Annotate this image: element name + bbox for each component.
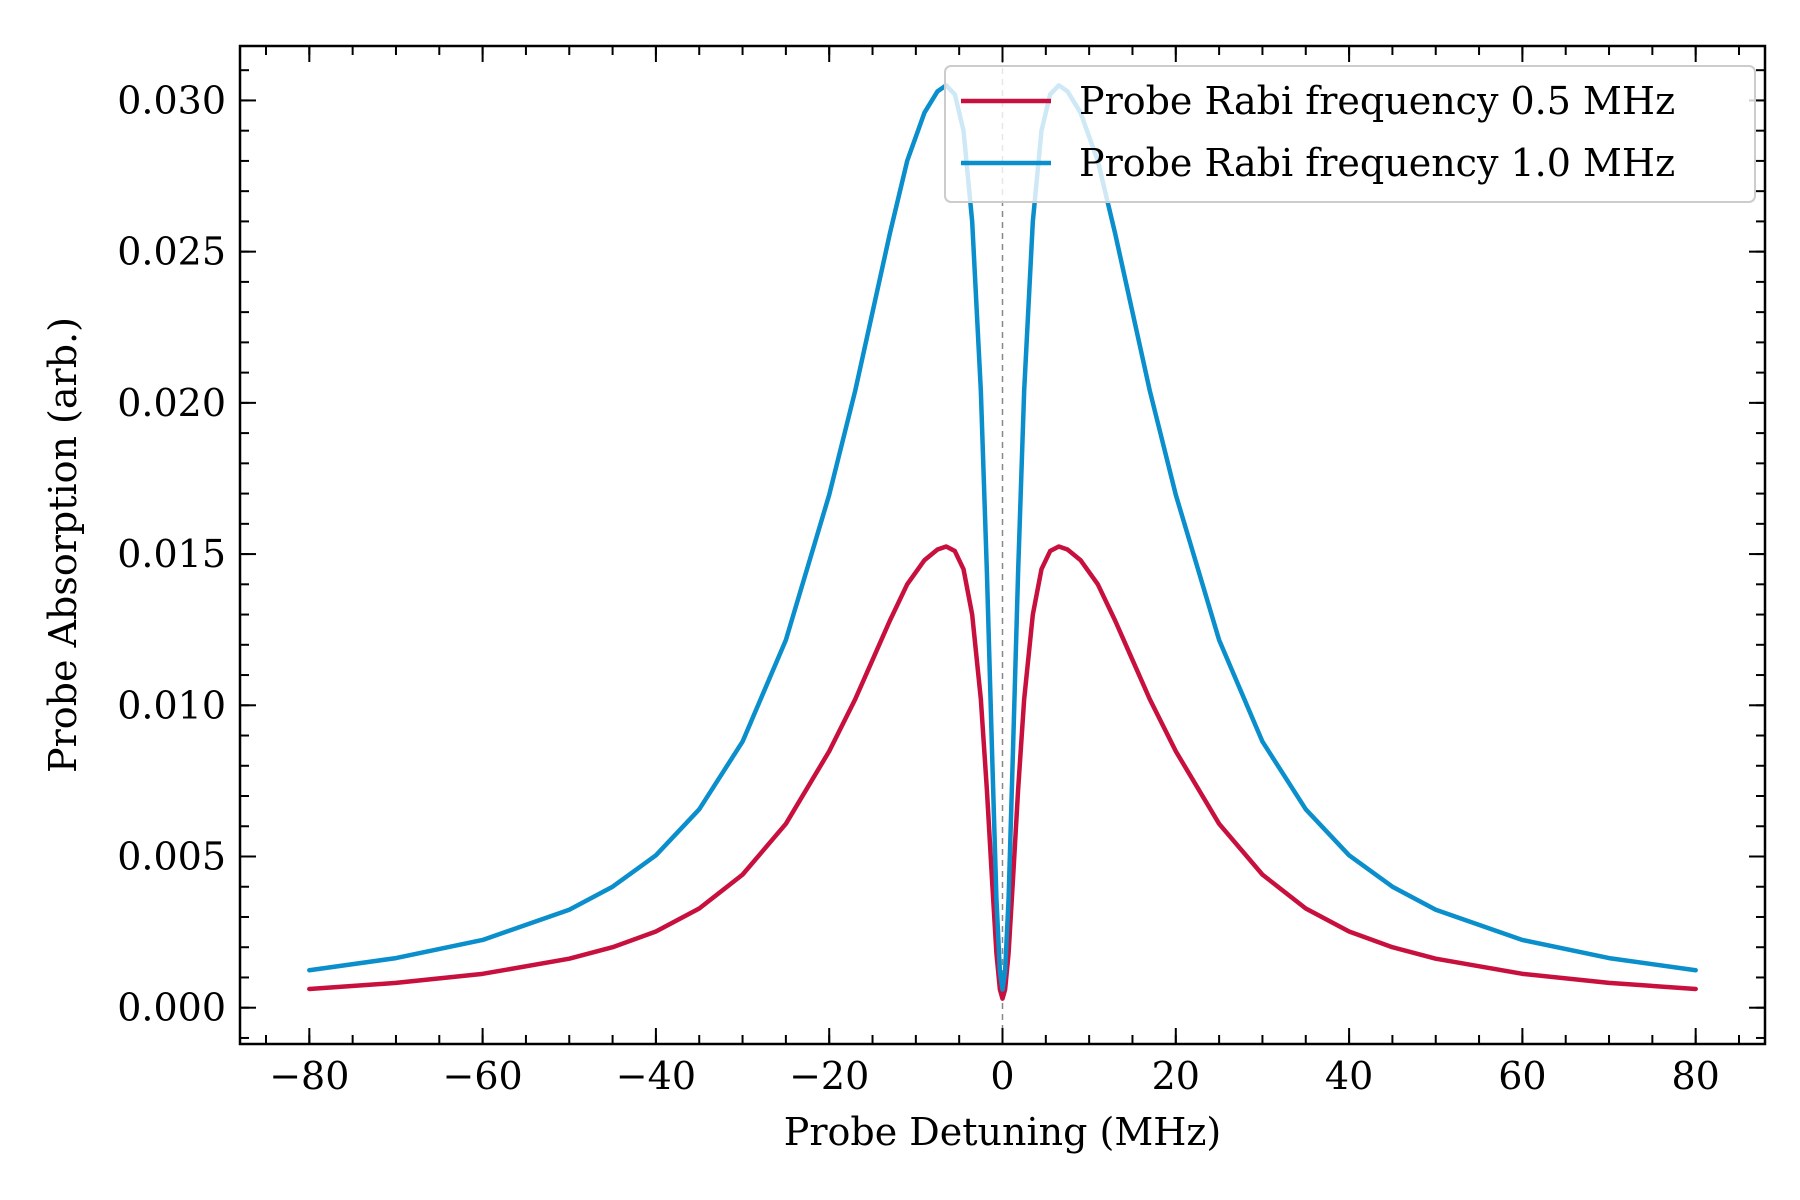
x-tick-label: −40 [616,1054,696,1098]
plot-frame [238,44,1767,1046]
y-tick-label: 0.025 [117,230,226,274]
series-group [307,83,1698,1001]
x-tick-label: −20 [789,1054,869,1098]
x-axis-title: Probe Detuning (MHz) [784,1110,1221,1154]
legend-label-1: Probe Rabi frequency 0.5 MHz [1079,79,1675,123]
x-tick-label: 80 [1672,1054,1720,1098]
y-tick-label: 0.020 [117,381,226,425]
series-line-1 [307,544,1698,1001]
y-tick-label: 0.005 [117,834,226,878]
x-tick-label: 60 [1498,1054,1546,1098]
y-tick-label: 0.010 [117,683,226,727]
y-tick-label: 0.000 [117,986,226,1030]
legend-label-2: Probe Rabi frequency 1.0 MHz [1079,141,1675,185]
x-tick-labels: −80 −60 −40 −20 0 20 40 60 80 [269,1054,1720,1098]
series-line-2 [307,83,1698,992]
legend: Probe Rabi frequency 0.5 MHz Probe Rabi f… [944,65,1756,203]
legend-box [944,65,1756,203]
x-tick-label: 20 [1152,1054,1200,1098]
x-tick-label: 0 [990,1054,1014,1098]
x-tick-label: 40 [1325,1054,1373,1098]
y-tick-label: 0.030 [117,78,226,122]
y-tick-labels: 0.000 0.005 0.010 0.015 0.020 0.025 0.030 [117,78,226,1029]
y-tick-label: 0.015 [117,532,226,576]
y-axis-title: Probe Absorption (arb.) [41,317,85,773]
ticks-group [240,46,1765,1044]
x-tick-label: −60 [443,1054,523,1098]
x-tick-label: −80 [269,1054,349,1098]
